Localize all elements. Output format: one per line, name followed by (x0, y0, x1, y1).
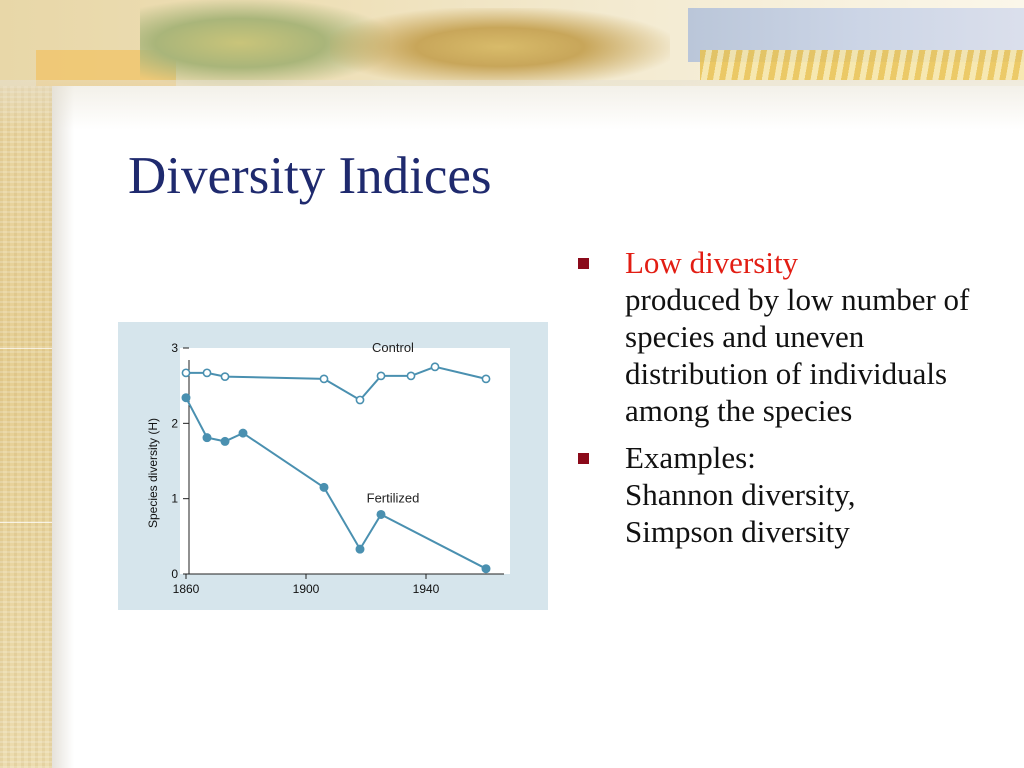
data-point-control (481, 374, 491, 384)
y-axis-label: Species diversity (H) (146, 418, 160, 528)
banner-grass (700, 50, 1024, 80)
data-point-fertilized (238, 428, 248, 438)
data-point-fertilized (481, 564, 491, 574)
data-point-control (406, 371, 416, 381)
x-tick-label: 1940 (413, 582, 440, 596)
strip-seam (0, 522, 52, 523)
species-diversity-chart: 0 1 2 3 1860 1900 1940 Species diversity (H) Co… (118, 322, 548, 610)
y-tick-label: 1 (171, 492, 178, 506)
bullet-highlight: Low diversity (625, 245, 799, 280)
data-point-control (181, 368, 191, 378)
bullet-marker (578, 258, 589, 269)
bullet-body: produced by low number of species and un… (625, 282, 970, 428)
series-label-control: Control (372, 340, 414, 355)
data-point-control (376, 371, 386, 381)
y-tick-label: 3 (171, 341, 178, 355)
bullet-item-examples: Examples: Shannon diversity, Simpson diver… (578, 439, 998, 550)
banner-leaf-image (330, 8, 670, 86)
example-shannon: Shannon diversity, (625, 477, 856, 512)
strip-seam (0, 348, 52, 349)
data-point-control (220, 372, 230, 382)
examples-label: Examples: (625, 440, 756, 475)
data-point-control (430, 362, 440, 372)
series-label-fertilized: Fertilized (367, 490, 420, 505)
data-point-control (202, 368, 212, 378)
y-tick-label: 2 (171, 416, 178, 430)
data-point-fertilized (220, 436, 230, 446)
bullet-item-low-diversity: Low diversity produced by low number of s… (578, 244, 998, 429)
top-decorative-banner (0, 0, 1024, 86)
chart-svg: 0 1 2 3 1860 1900 1940 Species diversity (H) Co… (146, 340, 510, 596)
data-point-fertilized (319, 482, 329, 492)
slide-title: Diversity Indices (128, 147, 492, 205)
banner-shadow (0, 80, 1024, 130)
data-point-control (355, 395, 365, 405)
x-tick-label: 1900 (293, 582, 320, 596)
data-point-fertilized (181, 393, 191, 403)
data-point-control (319, 374, 329, 384)
plot-area (180, 348, 510, 574)
bullet-list: Low diversity produced by low number of s… (578, 244, 998, 560)
bullet-marker (578, 453, 589, 464)
x-tick-label: 1860 (173, 582, 200, 596)
bullet-text: Low diversity produced by low number of s… (625, 245, 969, 428)
example-simpson: Simpson diversity (625, 514, 850, 549)
data-point-fertilized (376, 509, 386, 519)
data-point-fertilized (202, 433, 212, 443)
data-point-fertilized (355, 544, 365, 554)
y-tick-label: 0 (171, 567, 178, 581)
left-shadow (52, 0, 74, 768)
bullet-text: Examples: Shannon diversity, Simpson diver… (625, 440, 855, 549)
